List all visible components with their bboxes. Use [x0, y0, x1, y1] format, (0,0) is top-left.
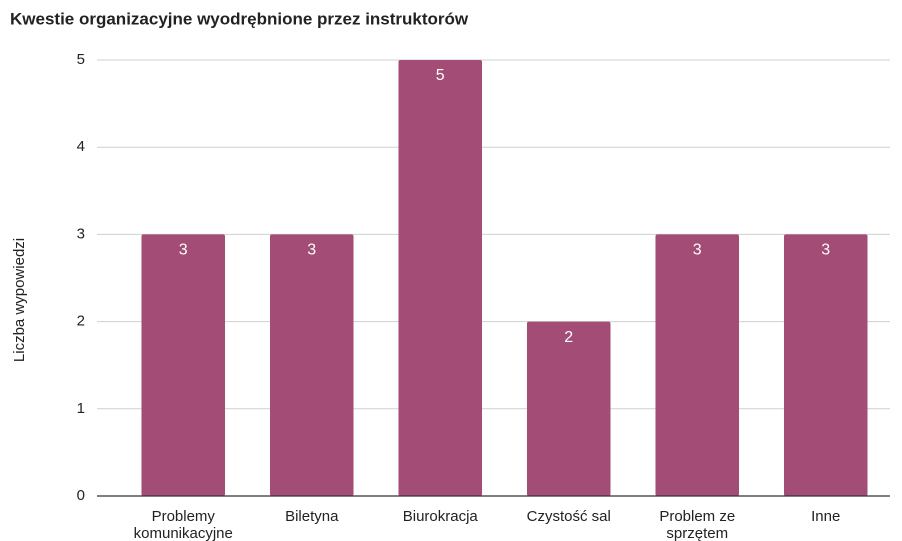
x-tick-label: Problem ze sprzętem — [659, 508, 736, 541]
y-tick-label: 3 — [77, 225, 85, 242]
x-tick-label: Biletyna — [285, 508, 339, 525]
data-label: 3 — [821, 242, 830, 259]
y-tick-label: 2 — [77, 313, 85, 330]
data-label: 5 — [436, 67, 445, 84]
data-label: 2 — [564, 329, 573, 346]
y-tick-label: 5 — [77, 51, 85, 68]
data-label: 3 — [693, 242, 702, 259]
x-tick-label: Biurokracja — [402, 508, 478, 525]
y-axis-label: Liczba wypowiedzi — [11, 238, 28, 362]
y-tick-label: 4 — [77, 138, 85, 155]
bar — [783, 234, 868, 496]
data-label: 3 — [307, 242, 316, 259]
chart-title: Kwestie organizacyjne wyodrębnione przez… — [10, 9, 469, 28]
bar — [526, 321, 611, 496]
bar — [269, 234, 354, 496]
x-tick-label: Problemy komunikacyjne — [133, 508, 233, 541]
x-tick-label: Inne — [811, 508, 841, 525]
y-tick-label: 1 — [77, 400, 85, 417]
bar — [398, 60, 483, 496]
y-tick-label: 0 — [77, 487, 85, 504]
bar — [655, 234, 740, 496]
data-label: 3 — [179, 242, 188, 259]
bar — [141, 234, 226, 496]
x-tick-label: Czystość sal — [526, 508, 611, 525]
